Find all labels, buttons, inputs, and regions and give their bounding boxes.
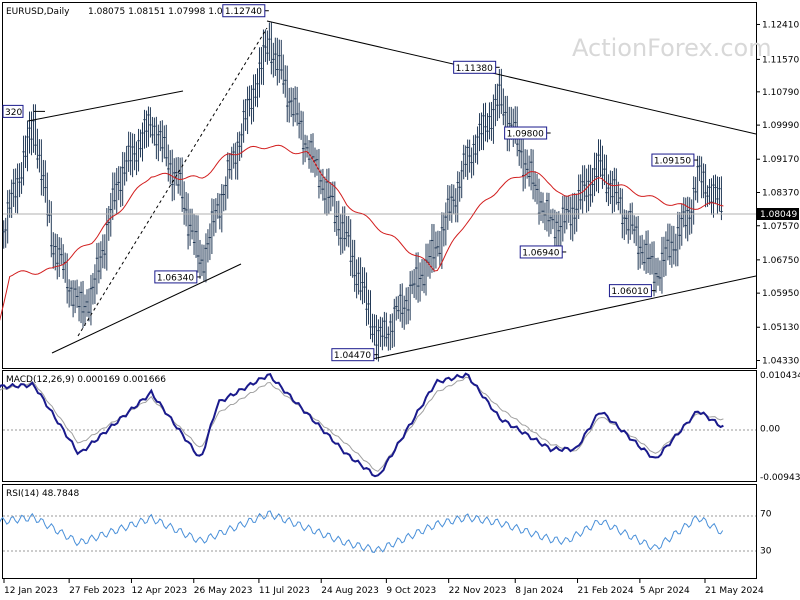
rsi-layer: 70 30 xyxy=(0,510,772,556)
annotation-box xyxy=(331,348,375,362)
trendline-lower-right xyxy=(371,275,757,360)
price-tick-label: 1.08370 xyxy=(762,188,799,198)
time-tick-label: 8 Jan 2024 xyxy=(515,586,563,596)
price-tick-label: 1.04330 xyxy=(762,357,799,367)
annotation-label: 1.09150 xyxy=(654,157,691,167)
current-price-tag: 1.08049 xyxy=(760,210,797,220)
rsi-line xyxy=(0,510,724,553)
candles-layer xyxy=(2,22,723,362)
annotation-box xyxy=(608,284,652,298)
time-tick-label: 22 Nov 2023 xyxy=(449,586,507,596)
annotation-label: 1.06940 xyxy=(522,248,559,258)
macd-title: MACD(12,26,9) 0.000169 0.001666 xyxy=(6,375,166,385)
time-tick-label: 12 Apr 2023 xyxy=(131,586,187,596)
macd-main-line xyxy=(0,372,724,478)
symbol-title: EURUSD,Daily xyxy=(6,7,70,17)
price-tick-label: 1.12410 xyxy=(762,20,799,30)
annotation-box xyxy=(504,126,548,140)
ohlc-values: 1.08075 1.08151 1.07998 1.08049 xyxy=(88,7,246,17)
time-tick-label: 24 Aug 2023 xyxy=(321,586,379,596)
annotations-layer: 1.12740 1.11380 1.09800 1.09150 1.06940 1.060… xyxy=(2,4,698,362)
rsi-title: RSI(14) 48.7848 xyxy=(6,489,79,499)
time-tick-label: 21 Feb 2024 xyxy=(578,586,634,596)
moving-average-line xyxy=(0,144,724,321)
trendline-dotted xyxy=(77,27,268,337)
time-tick-label: 9 Oct 2023 xyxy=(386,586,436,596)
annotation-label: 1.04470 xyxy=(334,351,371,361)
price-tick-label: 1.09990 xyxy=(762,121,799,131)
time-tick-label: 12 Jan 2023 xyxy=(4,586,58,596)
macd-panel-frame xyxy=(2,370,757,482)
time-tick-label: 11 Jul 2023 xyxy=(259,586,310,596)
trendline-upper-left xyxy=(27,90,184,122)
trendline-upper-right xyxy=(266,20,757,135)
price-tick-label: 1.09170 xyxy=(762,155,799,165)
annotation-box xyxy=(519,245,563,259)
rsi-tick-label: 30 xyxy=(760,546,772,556)
trendline-lower-left xyxy=(51,263,242,354)
annotation-label: 320 xyxy=(5,108,22,118)
macd-layer: 0.010434 0.00 -0.009436 xyxy=(0,371,800,483)
price-tick-label: 1.05950 xyxy=(762,289,799,299)
trendlines-layer xyxy=(3,20,757,360)
time-tick-label: 21 May 2024 xyxy=(705,586,764,596)
watermark: ActionForex.com xyxy=(572,34,772,62)
annotation-box xyxy=(651,153,695,167)
annotation-box xyxy=(154,270,198,284)
annotation-label: 1.11380 xyxy=(456,64,493,74)
macd-signal-line xyxy=(0,376,724,472)
annotation-label: 1.06340 xyxy=(157,273,194,283)
price-series-layer xyxy=(0,144,724,321)
time-tick-label: 26 May 2023 xyxy=(194,586,253,596)
price-panel-frame xyxy=(2,2,757,369)
price-tick-label: 1.07570 xyxy=(762,222,799,232)
macd-tick-label: 0.00 xyxy=(760,425,780,435)
annotation-box xyxy=(2,104,24,118)
annotation-box xyxy=(453,60,497,74)
rsi-tick-label: 70 xyxy=(760,510,772,520)
time-axis: 12 Jan 2023 27 Feb 2023 12 Apr 2023 26 May … xyxy=(3,579,764,596)
annotation-label: 1.12740 xyxy=(225,7,262,17)
price-tick-label: 1.05130 xyxy=(762,323,799,333)
price-axis: 1.12410 1.11570 1.10790 1.09990 1.09170 1.083… xyxy=(756,20,799,367)
price-tick-label: 1.11570 xyxy=(762,55,799,65)
macd-tick-label: 0.010434 xyxy=(760,371,800,381)
price-tick-label: 1.06750 xyxy=(762,256,799,266)
annotation-box xyxy=(222,4,266,18)
price-tick-label: 1.10790 xyxy=(762,88,799,98)
current-price-tag-bg xyxy=(757,208,799,220)
annotation-label: 1.09800 xyxy=(507,130,544,140)
time-tick-label: 5 Apr 2024 xyxy=(640,586,690,596)
annotation-label: 1.06010 xyxy=(611,287,648,297)
rsi-panel-frame xyxy=(2,484,757,579)
macd-tick-label: -0.009436 xyxy=(760,473,800,483)
time-tick-label: 27 Feb 2023 xyxy=(69,586,125,596)
